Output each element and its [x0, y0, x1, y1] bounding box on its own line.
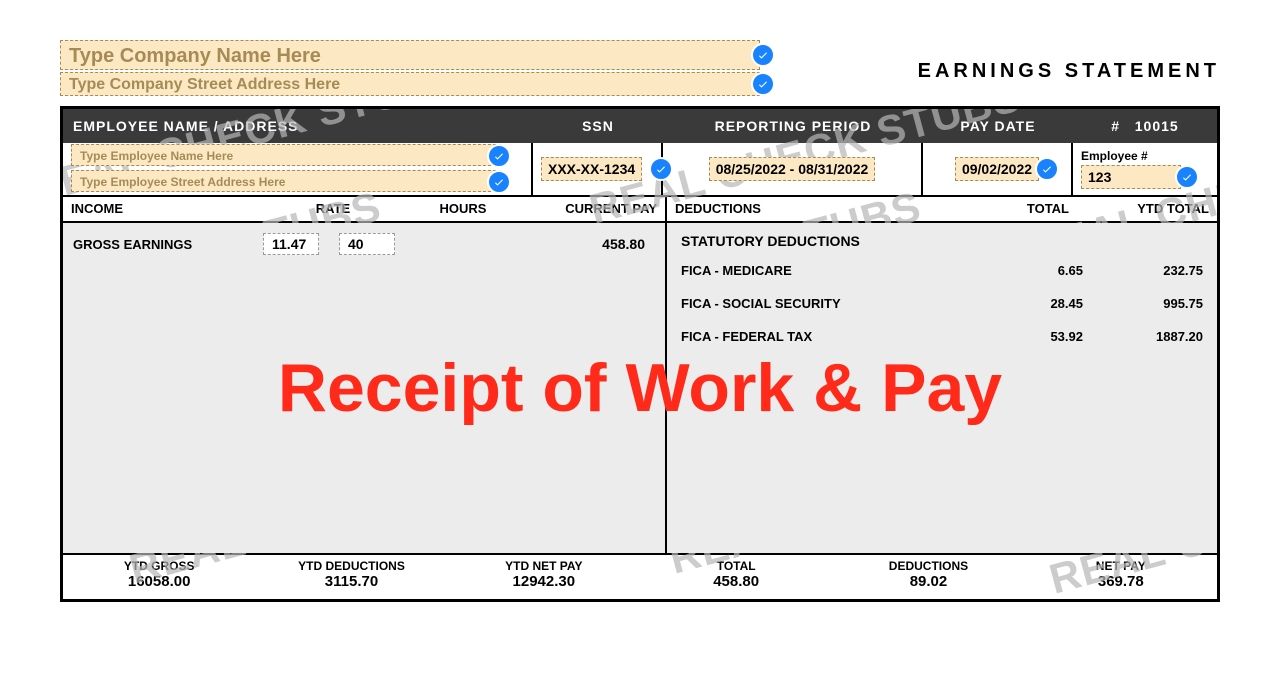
company-name-input[interactable]: Type Company Name Here: [60, 40, 760, 70]
header-row: EMPLOYEE NAME / ADDRESS SSN REPORTING PE…: [63, 109, 1217, 143]
col-hours: HOURS: [403, 197, 523, 221]
deductions-cell: DEDUCTIONS 89.02: [832, 555, 1024, 599]
ssn-input[interactable]: XXX-XX-1234: [541, 157, 642, 181]
paystub-box: REAL CHECK STUBS REAL CHECK STUBS REAL C…: [60, 106, 1220, 602]
check-icon: [751, 43, 775, 67]
reporting-period-input[interactable]: 08/25/2022 - 08/31/2022: [709, 157, 876, 181]
fields-row: Type Employee Name Here Type Employee St…: [63, 143, 1217, 197]
header-ssn: SSN: [533, 118, 663, 134]
header-paydate: PAY DATE: [923, 118, 1073, 134]
deductions-section-title: STATUTORY DEDUCTIONS: [681, 233, 1203, 249]
employee-number-label: Employee #: [1081, 149, 1209, 163]
columns-header: INCOME RATE HOURS CURRENT PAY DEDUCTIONS…: [63, 197, 1217, 223]
ytd-gross-cell: YTD GROSS 16058.00: [63, 555, 255, 599]
ytd-net-pay-cell: YTD NET PAY 12942.30: [448, 555, 640, 599]
col-rate: RATE: [263, 197, 403, 221]
check-icon: [1175, 165, 1199, 189]
employee-number-input[interactable]: 123: [1081, 165, 1181, 189]
earnings-panel: GROSS EARNINGS 11.47 40 458.80: [63, 223, 667, 553]
company-name-placeholder: Type Company Name Here: [69, 45, 321, 67]
totals-row: YTD GROSS 16058.00 YTD DEDUCTIONS 3115.7…: [63, 553, 1217, 599]
col-current-pay: CURRENT PAY: [523, 197, 667, 221]
header-num-symbol: #: [1111, 118, 1120, 134]
deduction-row: FICA - SOCIAL SECURITY 28.45 995.75: [681, 296, 1203, 311]
hours-input[interactable]: 40: [339, 233, 395, 255]
company-street-placeholder: Type Company Street Address Here: [69, 76, 340, 93]
deduction-row: FICA - FEDERAL TAX 53.92 1887.20: [681, 329, 1203, 344]
ytd-deductions-cell: YTD DEDUCTIONS 3115.70: [255, 555, 447, 599]
check-icon: [487, 144, 511, 168]
employee-street-input[interactable]: Type Employee Street Address Here: [71, 170, 501, 192]
company-street-input[interactable]: Type Company Street Address Here: [60, 72, 760, 96]
company-header: Type Company Name Here Type Company Stre…: [60, 40, 1220, 98]
check-icon: [1035, 157, 1059, 181]
header-employee: EMPLOYEE NAME / ADDRESS: [63, 118, 533, 134]
current-pay-value: 458.80: [602, 236, 655, 252]
net-pay-cell: NET PAY 369.78: [1025, 555, 1217, 599]
pay-date-input[interactable]: 09/02/2022: [955, 157, 1039, 181]
rate-input[interactable]: 11.47: [263, 233, 319, 255]
paystub-document: Type Company Name Here Type Company Stre…: [60, 40, 1220, 602]
statement-title: EARNINGS STATEMENT: [918, 40, 1220, 83]
col-ytd-total: YTD TOTAL: [1077, 197, 1217, 221]
deduction-row: FICA - MEDICARE 6.65 232.75: [681, 263, 1203, 278]
body-row: GROSS EARNINGS 11.47 40 458.80 STATUTORY…: [63, 223, 1217, 553]
check-icon: [487, 170, 511, 194]
col-total: TOTAL: [937, 197, 1077, 221]
header-num-value: 10015: [1135, 118, 1179, 134]
header-period: REPORTING PERIOD: [663, 118, 923, 134]
employee-name-input[interactable]: Type Employee Name Here: [71, 144, 501, 166]
col-income: INCOME: [63, 197, 263, 221]
total-cell: TOTAL 458.80: [640, 555, 832, 599]
gross-earnings-label: GROSS EARNINGS: [73, 237, 243, 252]
col-deductions: DEDUCTIONS: [667, 197, 937, 221]
deductions-panel: STATUTORY DEDUCTIONS FICA - MEDICARE 6.6…: [667, 223, 1217, 553]
check-icon: [751, 72, 775, 96]
